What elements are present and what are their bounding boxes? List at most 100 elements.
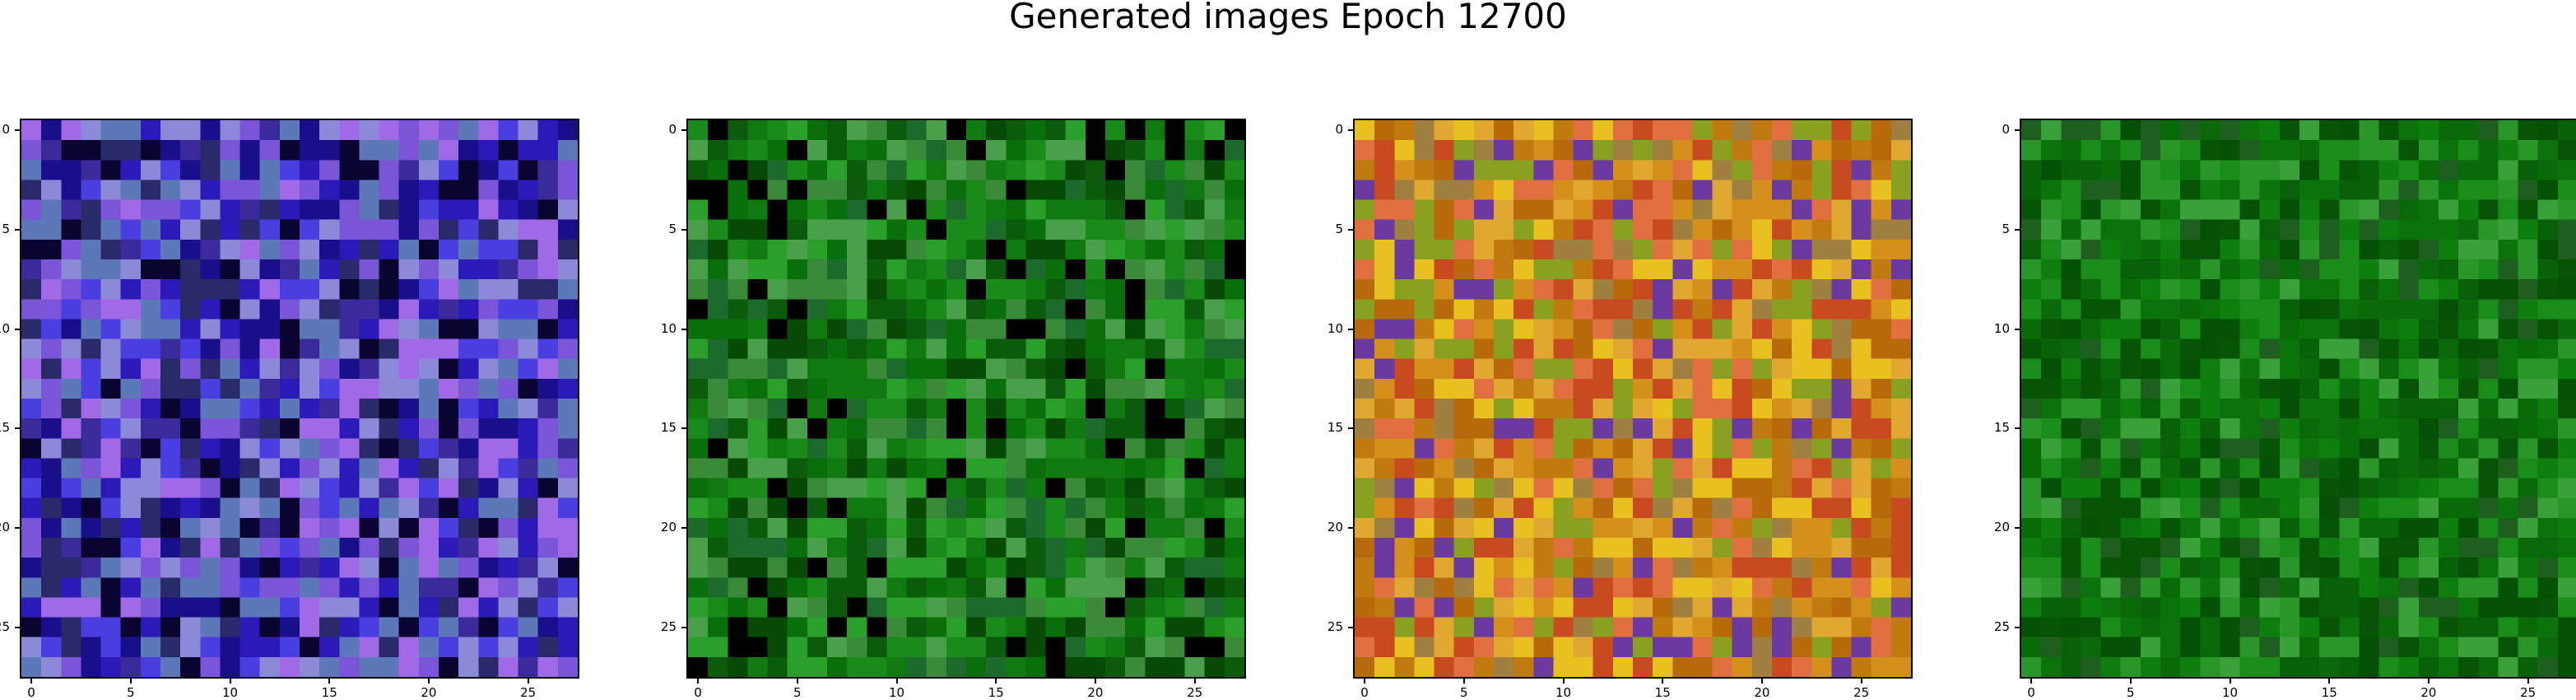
x-tick-label: 15: [988, 685, 1004, 700]
y-tick-label: 15: [0, 420, 10, 436]
y-tick-mark: [681, 328, 687, 330]
x-tick-label: 10: [221, 685, 239, 700]
y-tick-mark: [15, 526, 21, 529]
x-tick-label: 20: [1087, 685, 1104, 700]
y-tick-mark: [681, 228, 687, 231]
y-tick-mark: [1348, 626, 1354, 628]
x-tick-label: 5: [1460, 685, 1468, 700]
x-tick-mark: [129, 678, 132, 684]
y-tick-label: 25: [1327, 618, 1343, 634]
x-tick-label: 0: [2027, 685, 2035, 700]
x-tick-mark: [30, 678, 33, 684]
pixel-grid: [1353, 119, 1913, 679]
x-tick-mark: [1760, 678, 1763, 684]
y-tick-label: 5: [2, 221, 10, 236]
y-tick-mark: [2015, 427, 2020, 430]
x-tick-mark: [2229, 678, 2231, 684]
y-tick-label: 5: [1335, 221, 1343, 236]
y-tick-mark: [1348, 129, 1354, 132]
y-tick-mark: [2015, 129, 2020, 132]
x-tick-mark: [1193, 678, 1196, 684]
y-tick-mark: [15, 626, 21, 628]
y-tick-mark: [1348, 526, 1354, 529]
x-tick-mark: [2030, 678, 2033, 684]
x-tick-label: 20: [421, 685, 437, 700]
y-tick-label: 0: [2, 122, 10, 138]
x-tick-mark: [328, 678, 331, 684]
y-tick-mark: [15, 328, 21, 330]
y-tick-label: 0: [2002, 122, 2010, 138]
y-tick-label: 25: [0, 618, 10, 634]
y-tick-mark: [681, 129, 687, 132]
y-tick-label: 0: [668, 122, 677, 138]
y-tick-mark: [2015, 526, 2020, 529]
y-tick-mark: [681, 526, 687, 529]
y-tick-label: 10: [660, 320, 677, 336]
x-tick-mark: [427, 678, 430, 684]
x-tick-mark: [229, 678, 231, 684]
x-tick-mark: [995, 678, 997, 684]
pixel-grid: [686, 119, 1246, 679]
image-panel-1: 0 0 5 5 10 10 15 15 20 20 25 25: [0, 119, 579, 699]
y-tick-label: 20: [660, 519, 677, 534]
image-panel-3: 0 0 5 5 10 10 15 15 20 20 25 25: [1328, 119, 1913, 699]
x-tick-label: 15: [1654, 685, 1671, 700]
y-tick-label: 20: [0, 519, 10, 534]
x-tick-mark: [1860, 678, 1862, 684]
x-tick-mark: [2129, 678, 2132, 684]
x-tick-label: 5: [127, 685, 135, 700]
y-tick-label: 5: [668, 221, 677, 236]
pixel-grid: [20, 119, 579, 679]
x-tick-mark: [527, 678, 529, 684]
x-tick-label: 5: [2127, 685, 2135, 700]
y-tick-label: 10: [1327, 320, 1343, 336]
y-tick-label: 10: [1993, 320, 2010, 336]
y-tick-label: 25: [660, 618, 677, 634]
y-tick-mark: [2015, 228, 2020, 231]
x-tick-mark: [1562, 678, 1565, 684]
x-tick-label: 0: [1360, 685, 1369, 700]
y-tick-label: 10: [0, 320, 10, 336]
y-tick-mark: [681, 427, 687, 430]
y-tick-label: 15: [660, 420, 677, 436]
x-tick-label: 0: [694, 685, 702, 700]
x-tick-label: 25: [2520, 685, 2536, 700]
figure-title: Generated images Epoch 12700: [1009, 0, 1567, 36]
y-tick-mark: [15, 129, 21, 132]
x-tick-mark: [2328, 678, 2331, 684]
y-tick-label: 25: [1993, 618, 2010, 634]
y-tick-mark: [2015, 328, 2020, 330]
y-tick-label: 0: [1335, 122, 1343, 138]
x-tick-mark: [796, 678, 798, 684]
x-tick-mark: [1364, 678, 1366, 684]
x-tick-label: 0: [27, 685, 35, 700]
x-tick-mark: [1462, 678, 1465, 684]
y-tick-mark: [1348, 228, 1354, 231]
x-tick-label: 15: [321, 685, 337, 700]
x-tick-label: 5: [793, 685, 802, 700]
x-tick-label: 25: [1853, 685, 1870, 700]
y-tick-label: 20: [1327, 519, 1343, 534]
x-tick-label: 20: [2420, 685, 2437, 700]
x-tick-label: 25: [520, 685, 537, 700]
x-tick-mark: [1094, 678, 1096, 684]
y-tick-mark: [681, 626, 687, 628]
x-tick-mark: [2527, 678, 2529, 684]
x-tick-mark: [1662, 678, 1664, 684]
y-tick-mark: [1348, 427, 1354, 430]
x-tick-label: 10: [888, 685, 905, 700]
image-panel-4: 0 0 5 5 10 10 15 15 20 20 25 25: [1994, 119, 2576, 699]
pixel-grid: [2020, 119, 2576, 679]
x-tick-mark: [697, 678, 700, 684]
image-panel-2: 0 0 5 5 10 10 15 15 20 20 25 25: [661, 119, 1246, 699]
x-tick-label: 10: [2221, 685, 2239, 700]
y-tick-mark: [2015, 626, 2020, 628]
y-tick-mark: [1348, 328, 1354, 330]
y-tick-label: 15: [1993, 420, 2010, 436]
y-tick-mark: [15, 427, 21, 430]
x-tick-label: 20: [1754, 685, 1770, 700]
x-tick-mark: [895, 678, 898, 684]
x-tick-label: 15: [2321, 685, 2337, 700]
y-tick-mark: [15, 228, 21, 231]
x-tick-label: 10: [1555, 685, 1572, 700]
